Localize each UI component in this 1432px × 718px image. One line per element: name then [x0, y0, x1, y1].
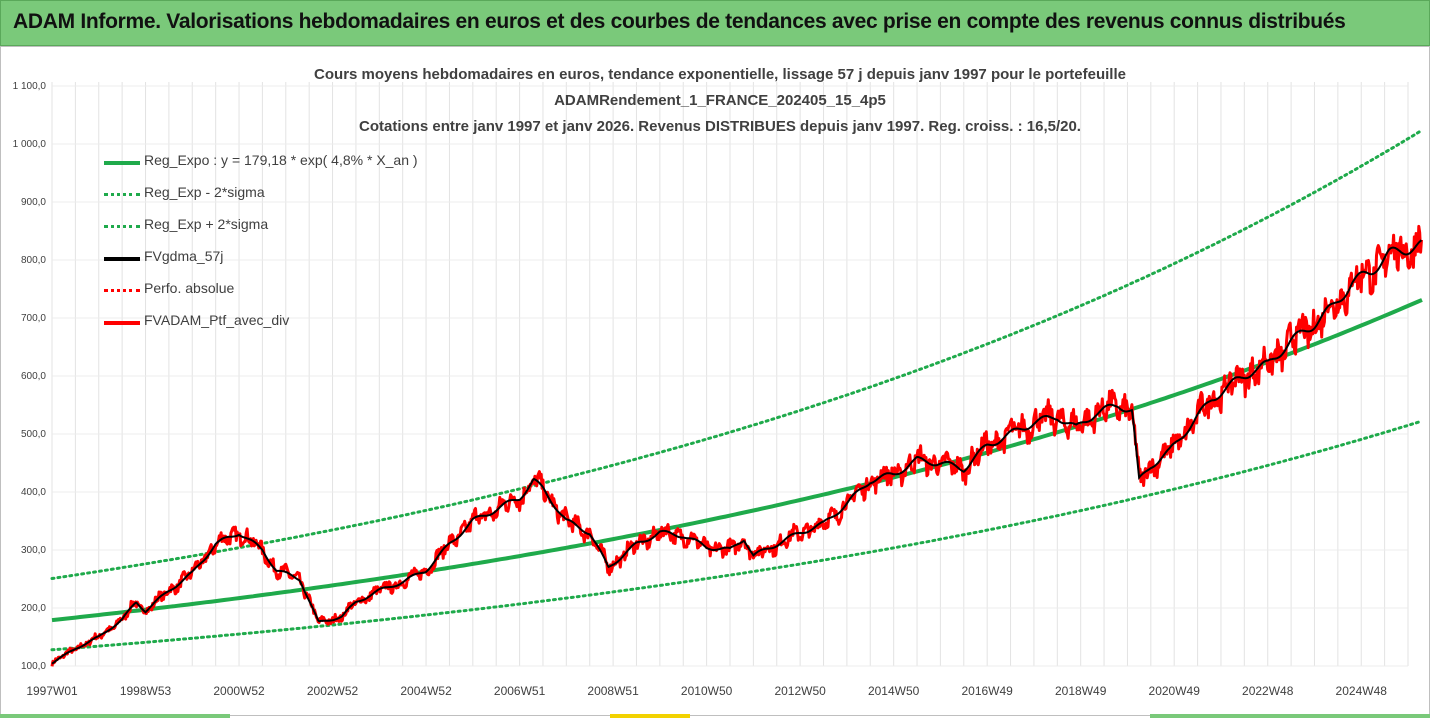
reg-exp-minus-2sigma-line: [50, 419, 1424, 652]
x-tick-label: 1997W01: [26, 684, 78, 698]
y-tick-label: 700,0: [21, 313, 46, 324]
legend-label: FVgdma_57j: [144, 248, 224, 264]
legend-label: Reg_Exp + 2*sigma: [144, 216, 269, 232]
y-tick-label: 900,0: [21, 197, 46, 208]
x-tick-label: 2006W51: [494, 684, 546, 698]
report-title: ADAM Informe. Valorisations hebdomadaire…: [13, 10, 1346, 33]
x-tick-label: 2010W50: [681, 684, 733, 698]
x-tick-label: 2020W49: [1149, 684, 1201, 698]
fvgdma-57j-line: [51, 239, 1423, 665]
bottom-accent-bar: [0, 714, 230, 718]
legend-label: Perfo. absolue: [144, 280, 235, 296]
chart-legend: Reg_Expo : y = 179,18 * exp( 4,8% * X_an…: [104, 152, 464, 344]
legend-swatch-fvadam: [104, 321, 140, 325]
y-tick-label: 1 100,0: [13, 81, 47, 92]
chart-title-line-2: ADAMRendement_1_FRANCE_202405_15_4p5: [554, 92, 886, 109]
x-tick-label: 2022W48: [1242, 684, 1294, 698]
y-tick-label: 600,0: [21, 371, 46, 382]
chart-gridlines: [51, 82, 1409, 667]
legend-item-fvadam: FVADAM_Ptf_avec_div: [104, 312, 464, 344]
legend-swatch-fvgdma: [104, 257, 140, 261]
chart-title-line-3: Cotations entre janv 1997 et janv 2026. …: [359, 118, 1081, 135]
reg-exp-plus-2sigma-line: [50, 128, 1424, 580]
legend-swatch-reg-exp-minus: [104, 193, 140, 196]
legend-item-perfo-absolue: Perfo. absolue: [104, 280, 464, 312]
chart-series: [50, 128, 1424, 667]
x-tick-label: 2002W52: [307, 684, 359, 698]
y-tick-label: 800,0: [21, 255, 46, 266]
legend-item-fvgdma: FVgdma_57j: [104, 248, 464, 280]
x-tick-label: 1998W53: [120, 684, 172, 698]
chart-title-line-1: Cours moyens hebdomadaires en euros, ten…: [314, 66, 1126, 83]
x-tick-label: 2016W49: [961, 684, 1013, 698]
bottom-accent-bar: [610, 714, 690, 718]
legend-swatch-reg-exp-plus: [104, 225, 140, 228]
x-axis-ticks: 1997W01 1998W53 2000W52 2002W52 2004W52 2006W…: [26, 684, 1387, 698]
reg-expo-trend-line: [51, 298, 1423, 623]
chart-frame: [0, 46, 1430, 716]
y-tick-label: 200,0: [21, 603, 46, 614]
legend-label: FVADAM_Ptf_avec_div: [144, 312, 290, 328]
legend-item-reg-exp-minus: Reg_Exp - 2*sigma: [104, 184, 464, 216]
bottom-accent-bar: [1150, 714, 1430, 718]
fvadam-ptf-line: [50, 224, 1423, 667]
legend-item-reg-expo: Reg_Expo : y = 179,18 * exp( 4,8% * X_an…: [104, 152, 464, 184]
legend-item-reg-exp-plus: Reg_Exp + 2*sigma: [104, 216, 464, 248]
y-tick-label: 1 000,0: [13, 139, 47, 150]
legend-swatch-perfo-absolue: [104, 289, 140, 292]
legend-swatch-reg-expo: [104, 161, 140, 165]
y-axis-ticks: 100,0 200,0 300,0 400,0 500,0 600,0 700,0 800,0…: [13, 81, 47, 672]
x-tick-label: 2018W49: [1055, 684, 1107, 698]
x-tick-label: 2012W50: [774, 684, 826, 698]
y-tick-label: 500,0: [21, 429, 46, 440]
report-banner: ADAM Informe. Valorisations hebdomadaire…: [0, 0, 1430, 46]
x-tick-label: 2008W51: [587, 684, 639, 698]
legend-label: Reg_Expo : y = 179,18 * exp( 4,8% * X_an…: [144, 152, 418, 168]
x-tick-label: 2004W52: [400, 684, 452, 698]
x-tick-label: 2014W50: [868, 684, 920, 698]
y-tick-label: 100,0: [21, 661, 46, 672]
legend-label: Reg_Exp - 2*sigma: [144, 184, 265, 200]
x-tick-label: 2000W52: [213, 684, 265, 698]
y-tick-label: 400,0: [21, 487, 46, 498]
x-tick-label: 2024W48: [1336, 684, 1388, 698]
y-tick-label: 300,0: [21, 545, 46, 556]
